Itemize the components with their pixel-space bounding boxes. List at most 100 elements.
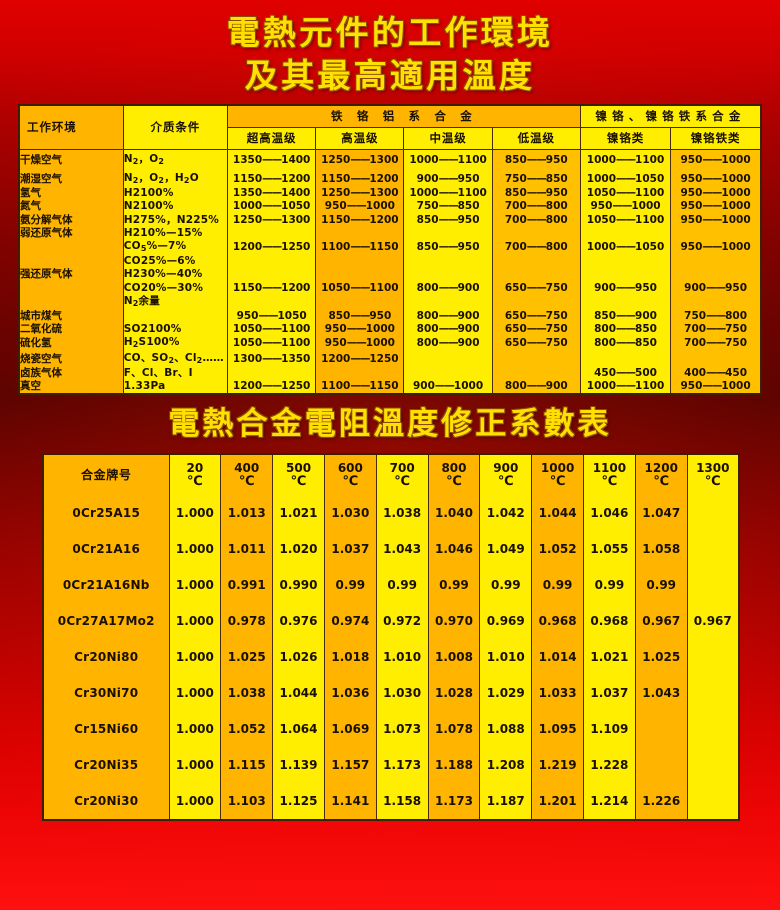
table-row: Cr20Ni30 1.000 1.103 1.125 1.141 1.158 1.173 1.… — [42, 782, 740, 820]
cell-correction-factor: 1.018 — [323, 638, 377, 675]
table-row: CO5%—7% 1200——1250 1100——1150 850——950 700——… — [18, 240, 762, 256]
th-sub-nicrfe: 镍铬铁类 — [670, 126, 762, 150]
cell-temperature-range — [403, 226, 493, 240]
cell-correction-factor: 0.99 — [479, 566, 533, 603]
cell-temperature-range: 1100——1150 — [315, 240, 405, 256]
cell-alloy-brand: 0Cr21A16 — [42, 530, 170, 567]
cell-temperature-range: 900——950 — [403, 171, 493, 188]
table2-header-row: 合金牌号 20 ℃ 400 ℃ 500 ℃ 600 ℃ 700 ℃ 800 ℃ 900 ℃ 1000 ℃ 110… — [42, 453, 740, 495]
cell-correction-factor: 1.033 — [531, 674, 584, 711]
cell-correction-factor: 1.021 — [272, 494, 325, 531]
resistance-correction-table: 合金牌号 20 ℃ 400 ℃ 500 ℃ 600 ℃ 700 ℃ 800 ℃ 900 ℃ 1000 ℃ 110… — [42, 452, 740, 821]
table-row: Cr30Ni70 1.000 1.038 1.044 1.036 1.030 1.028 1.… — [42, 674, 740, 711]
cell-correction-factor — [686, 746, 740, 783]
table-row: 城市煤气 950——1050 850——950 800——900 650——750 850… — [18, 310, 762, 324]
cell-correction-factor: 1.011 — [220, 530, 274, 567]
cell-temperature-range — [491, 255, 581, 269]
cell-alloy-brand: Cr15Ni60 — [42, 710, 170, 747]
cell-temperature-range: 1200——1250 — [227, 240, 317, 256]
cell-temperature-range — [227, 294, 317, 311]
cell-temperature-range: 750——800 — [670, 310, 762, 324]
temp-value: 600 — [337, 460, 363, 475]
cell-temperature-range: 800——900 — [403, 310, 493, 324]
cell-temperature-range: 700——800 — [491, 200, 581, 214]
table-row: 0Cr21A16 1.000 1.011 1.020 1.037 1.043 1.046 1.… — [42, 530, 740, 567]
cell-correction-factor: 1.115 — [220, 746, 274, 783]
cell-temperature-range: 900——950 — [579, 281, 672, 295]
cell-working-environment: 烧瓷空气 — [18, 351, 124, 367]
cell-correction-factor: 1.228 — [583, 746, 636, 783]
cell-medium-condition: CO25%—6% — [122, 255, 229, 269]
cell-temperature-range: 1350——1400 — [227, 187, 317, 201]
cell-correction-factor: 1.103 — [220, 782, 274, 820]
th-group-fecral: 铁 铬 铝 系 合 金 — [227, 104, 581, 128]
cell-temperature-range — [579, 226, 672, 240]
cell-temperature-range — [670, 268, 762, 282]
cell-correction-factor: 1.049 — [479, 530, 533, 567]
cell-temperature-range: 650——750 — [491, 281, 581, 295]
cell-correction-factor — [634, 710, 688, 747]
cell-temperature-range: 1250——1300 — [315, 187, 405, 201]
cell-correction-factor: 1.095 — [531, 710, 584, 747]
cell-alloy-brand: Cr20Ni80 — [42, 638, 170, 675]
cell-correction-factor: 1.000 — [168, 602, 222, 639]
table1-body: 干燥空气 N2，O2 1350——1400 1250——1300 1000——1100 8… — [18, 149, 762, 395]
cell-correction-factor: 1.000 — [168, 494, 222, 531]
cell-temperature-range: 1000——1050 — [579, 171, 672, 188]
cell-temperature-range: 1200——1250 — [227, 380, 317, 395]
cell-temperature-range: 1150——1200 — [227, 281, 317, 295]
table-row: 真空 1.33Pa 1200——1250 1100——1150 900——1000 800… — [18, 380, 762, 395]
table-row: 强还原气体 H230%—40% — [18, 268, 762, 282]
cell-temperature-range: 1100——1150 — [315, 380, 405, 395]
cell-temperature-range: 750——850 — [491, 171, 581, 188]
cell-working-environment: 强还原气体 — [18, 268, 124, 282]
cell-correction-factor: 1.125 — [272, 782, 325, 820]
cell-correction-factor: 1.046 — [583, 494, 636, 531]
cell-working-environment: 真空 — [18, 380, 124, 395]
cell-temperature-range: 850——950 — [315, 310, 405, 324]
cell-correction-factor — [686, 710, 740, 747]
th-group-nicr: 镍铬、镍铬铁系合金 — [579, 104, 762, 128]
cell-correction-factor: 1.047 — [634, 494, 688, 531]
cell-correction-factor: 1.038 — [375, 494, 429, 531]
cell-correction-factor: 1.208 — [479, 746, 533, 783]
cell-correction-factor: 1.038 — [220, 674, 274, 711]
cell-temperature-range: 850——900 — [579, 310, 672, 324]
cell-temperature-range — [315, 255, 405, 269]
cell-temperature-range: 850——950 — [491, 187, 581, 201]
degree-celsius-unit: ℃ — [653, 473, 670, 489]
cell-temperature-range: 400——450 — [670, 366, 762, 381]
table-row: 弱还原气体 H210%—15% — [18, 226, 762, 240]
cell-correction-factor: 1.025 — [634, 638, 688, 675]
cell-working-environment: 二氧化硫 — [18, 323, 124, 337]
temp-value: 1300 — [696, 460, 730, 475]
cell-working-environment: 氮气 — [18, 200, 124, 214]
cell-correction-factor: 1.044 — [531, 494, 584, 531]
cell-correction-factor: 1.030 — [375, 674, 429, 711]
table-row: 氨分解气体 H275%，N225% 1250——1300 1150——1200 850—… — [18, 213, 762, 227]
cell-temperature-range: 800——850 — [579, 336, 672, 352]
cell-temperature-range — [491, 226, 581, 240]
table-row: 潮湿空气 N2，O2，H2O 1150——1200 1150——1200 900——95… — [18, 171, 762, 188]
cell-temperature-range — [491, 268, 581, 282]
cell-correction-factor: 1.173 — [427, 782, 481, 820]
cell-correction-factor: 1.201 — [531, 782, 584, 820]
cell-working-environment: 氨分解气体 — [18, 213, 124, 227]
cell-correction-factor: 1.157 — [323, 746, 377, 783]
cell-correction-factor: 1.000 — [168, 638, 222, 675]
cell-correction-factor: 1.028 — [427, 674, 481, 711]
cell-temperature-range: 1250——1300 — [315, 149, 405, 172]
cell-temperature-range — [403, 255, 493, 269]
cell-working-environment: 卤族气体 — [18, 366, 124, 381]
cell-correction-factor: 1.219 — [531, 746, 584, 783]
cell-temperature-range — [579, 268, 672, 282]
cell-temperature-range — [403, 268, 493, 282]
table-row: 氮气 N2100% 1000——1050 950——1000 750——850 700——… — [18, 200, 762, 214]
cell-correction-factor: 0.99 — [427, 566, 481, 603]
cell-temperature-range: 1250——1300 — [227, 213, 317, 227]
cell-working-environment — [18, 281, 124, 295]
cell-correction-factor: 1.010 — [479, 638, 533, 675]
cell-correction-factor: 1.064 — [272, 710, 325, 747]
table1-header-row-1: 工作环境 介质条件 铁 铬 铝 系 合 金 镍铬、镍铬铁系合金 — [18, 104, 762, 150]
cell-temperature-range — [403, 351, 493, 367]
